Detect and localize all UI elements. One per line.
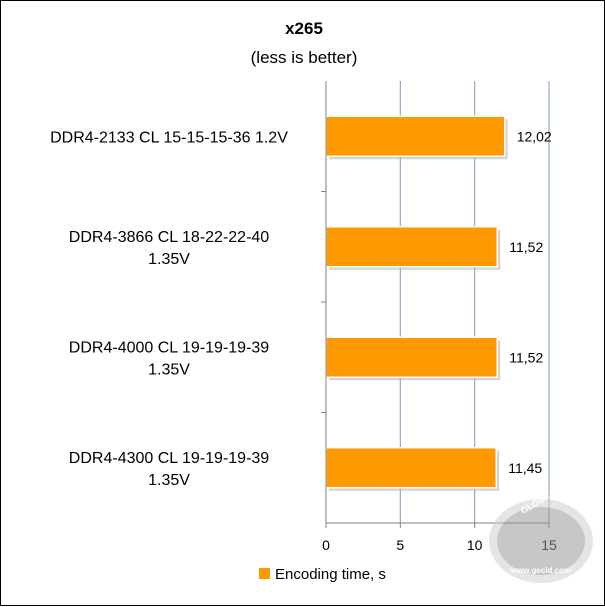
bar-0 xyxy=(325,115,506,157)
category-label-line: 1.35V xyxy=(148,361,190,378)
category-label-2: DDR4-4000 CL 19-19-19-39 1.35V xyxy=(69,339,270,378)
data-label-2: 11,52 xyxy=(509,349,543,365)
bar-3 xyxy=(325,447,497,489)
chart-subtitle: (less is better) xyxy=(251,48,358,67)
data-label-1: 11,52 xyxy=(509,239,543,255)
bars xyxy=(325,115,508,491)
data-label-0: 12,02 xyxy=(517,128,552,144)
category-label-1: DDR4-3866 CL 18-22-22-40 1.35V xyxy=(69,229,270,268)
legend-label: Encoding time, s xyxy=(275,566,386,583)
category-label-line: 1.35V xyxy=(148,472,190,489)
gecid-watermark-logo: GLOBAL www.gecid.com xyxy=(489,488,593,583)
data-label-3: 11,45 xyxy=(508,460,542,476)
x-tick-label-5: 5 xyxy=(396,537,404,553)
category-label-line: DDR4-4300 CL 19-19-19-39 xyxy=(69,450,270,467)
chart-title: x265 xyxy=(285,19,323,38)
category-label-line: DDR4-2133 CL 15-15-15-36 1.2V xyxy=(50,129,288,146)
category-label-line: DDR4-3866 CL 18-22-22-40 xyxy=(69,229,270,246)
bar-1 xyxy=(325,226,499,268)
category-label-0: DDR4-2133 CL 15-15-15-36 1.2V xyxy=(50,129,288,146)
category-label-3: DDR4-4300 CL 19-19-19-39 1.35V xyxy=(69,450,270,489)
watermark-site: www.gecid.com xyxy=(510,566,571,575)
x-tick-label-10: 10 xyxy=(467,537,483,553)
x-tick-label-0: 0 xyxy=(322,537,330,553)
category-label-line: DDR4-4000 CL 19-19-19-39 xyxy=(69,339,270,356)
category-label-line: 1.35V xyxy=(148,251,190,268)
bar-2 xyxy=(325,336,499,378)
legend-swatch xyxy=(259,568,270,579)
